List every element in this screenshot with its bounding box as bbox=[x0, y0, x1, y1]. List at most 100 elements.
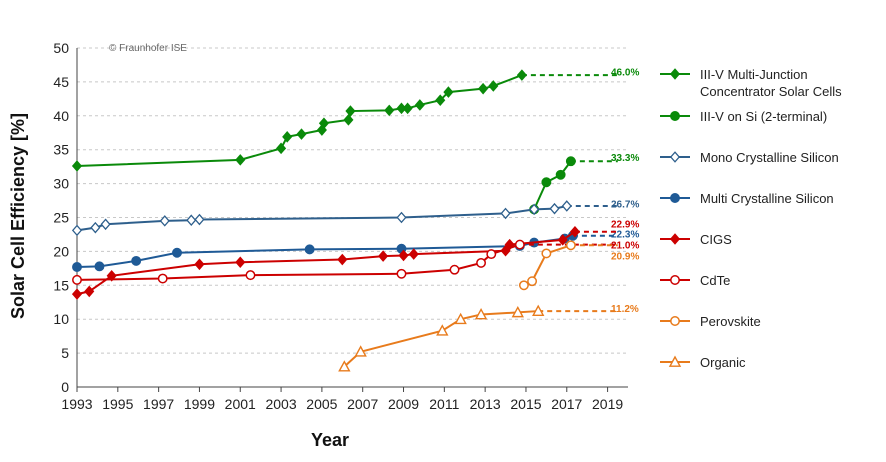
y-tick-label: 25 bbox=[53, 210, 69, 226]
data-point bbox=[504, 238, 515, 251]
series-0: 46.0% bbox=[71, 68, 639, 172]
series-line bbox=[76, 74, 523, 167]
series-7: 11.2% bbox=[338, 304, 639, 372]
data-point bbox=[569, 225, 581, 238]
x-tick-label: 2003 bbox=[265, 396, 296, 412]
data-point bbox=[172, 247, 182, 258]
legend-item: CdTe bbox=[660, 273, 730, 288]
legend-item: III-V on Si (2-terminal) bbox=[660, 109, 827, 124]
data-point bbox=[454, 312, 467, 325]
data-point bbox=[549, 202, 560, 215]
y-tick-label: 45 bbox=[53, 74, 69, 90]
legend-label: CIGS bbox=[700, 232, 732, 247]
data-point bbox=[488, 80, 499, 92]
data-point bbox=[245, 270, 256, 281]
data-point bbox=[396, 268, 407, 279]
legend-marker bbox=[669, 68, 681, 80]
data-point bbox=[476, 257, 487, 268]
data-point bbox=[194, 213, 205, 226]
x-tick-label: 1999 bbox=[184, 396, 215, 412]
y-tick-label: 15 bbox=[53, 277, 69, 293]
data-point bbox=[527, 276, 538, 287]
y-tick-label: 5 bbox=[61, 345, 69, 361]
series-end-label: 22.3% bbox=[611, 230, 639, 241]
legend-item: Mono Crystalline Silicon bbox=[660, 150, 839, 165]
series-5: 21.0% bbox=[72, 239, 639, 285]
legend-item: Multi Crystalline Silicon bbox=[660, 191, 834, 206]
series-end-label: 33.3% bbox=[611, 153, 639, 164]
y-tick-label: 50 bbox=[53, 40, 69, 56]
legend-item: III-V Multi-Junction Concentrator Solar C… bbox=[660, 67, 842, 99]
data-point bbox=[296, 128, 307, 140]
series-end-label: 22.9% bbox=[611, 220, 639, 231]
legend-marker bbox=[669, 233, 681, 245]
data-point bbox=[384, 104, 395, 117]
data-point bbox=[408, 248, 419, 260]
data-point bbox=[282, 131, 293, 143]
data-point bbox=[276, 142, 287, 155]
legend-marker bbox=[670, 111, 680, 121]
y-tick-label: 40 bbox=[53, 108, 69, 124]
legend-item: Perovskite bbox=[660, 314, 761, 329]
data-point bbox=[414, 99, 425, 111]
series-6: 20.9% bbox=[518, 240, 639, 291]
x-tick-label: 1993 bbox=[61, 396, 92, 412]
data-point bbox=[354, 345, 367, 357]
legend-marker bbox=[670, 316, 680, 326]
y-tick-label: 10 bbox=[53, 311, 69, 327]
y-tick-label: 30 bbox=[53, 176, 69, 192]
data-point bbox=[378, 250, 389, 262]
data-point bbox=[402, 102, 413, 115]
series-end-label: 46.0% bbox=[611, 68, 639, 79]
data-point bbox=[541, 177, 552, 188]
data-point bbox=[541, 248, 552, 259]
y-axis-title: Solar Cell Efficiency [%] bbox=[8, 113, 28, 319]
data-point bbox=[449, 264, 460, 275]
data-point bbox=[514, 239, 525, 250]
data-point bbox=[72, 274, 82, 285]
legend-marker bbox=[670, 275, 680, 285]
x-tick-label: 2013 bbox=[470, 396, 501, 412]
x-tick-label: 2005 bbox=[306, 396, 337, 412]
data-point bbox=[157, 273, 168, 284]
x-tick-label: 1997 bbox=[143, 396, 174, 412]
data-point bbox=[235, 154, 246, 166]
data-point bbox=[194, 258, 205, 271]
data-point bbox=[343, 114, 354, 126]
legend-label: Multi Crystalline Silicon bbox=[700, 191, 834, 206]
data-point bbox=[557, 234, 568, 246]
legend-label: Perovskite bbox=[700, 314, 761, 329]
x-tick-label: 2001 bbox=[225, 396, 256, 412]
x-tick-label: 1995 bbox=[102, 396, 133, 412]
data-point bbox=[396, 211, 407, 224]
series-group: 46.0% 33.3% 26.7% 22.3%22.9% 21.0%20.9% 11.2% bbox=[71, 68, 639, 372]
data-point bbox=[186, 214, 197, 226]
data-point bbox=[345, 105, 356, 117]
data-point bbox=[106, 270, 117, 282]
legend: III-V Multi-Junction Concentrator Solar C… bbox=[660, 67, 842, 370]
axes: 0 5 10 15 20 25 30 35 40 45 50 1993 1995 1997 1999 2001… bbox=[53, 40, 628, 412]
data-point bbox=[159, 215, 170, 227]
series-line bbox=[76, 230, 576, 296]
data-point bbox=[518, 280, 529, 291]
x-axis-title: Year bbox=[311, 430, 349, 450]
series-4: 22.9% bbox=[71, 220, 639, 300]
y-tick-label: 20 bbox=[53, 243, 69, 259]
x-tick-label: 2011 bbox=[429, 396, 459, 412]
data-point bbox=[486, 249, 497, 260]
data-point bbox=[94, 261, 105, 272]
data-point bbox=[555, 169, 566, 180]
legend-marker bbox=[669, 151, 681, 163]
data-point bbox=[443, 86, 454, 98]
data-point bbox=[565, 156, 576, 167]
data-point bbox=[500, 207, 511, 220]
data-point bbox=[532, 304, 545, 316]
data-point bbox=[84, 285, 95, 298]
data-point bbox=[131, 255, 142, 266]
series-end-label: 20.9% bbox=[611, 252, 639, 263]
data-point bbox=[337, 253, 348, 266]
x-tick-label: 2007 bbox=[347, 396, 378, 412]
series-1: 33.3% bbox=[529, 153, 639, 215]
